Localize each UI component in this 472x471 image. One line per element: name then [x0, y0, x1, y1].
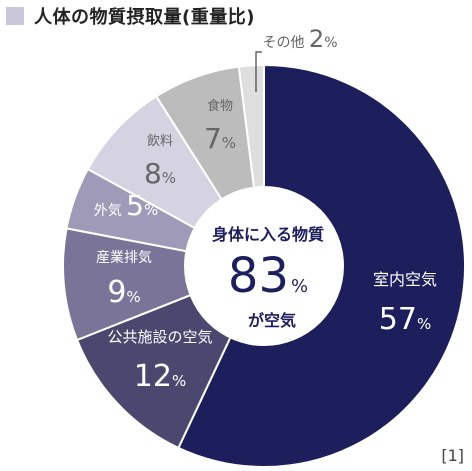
slice-label-name: 食物	[207, 98, 233, 114]
slice-label: その他 2%	[262, 25, 337, 53]
center-line3: が空気	[248, 311, 296, 330]
leader-line-group	[255, 51, 262, 92]
slice-label-name: 産業排気	[96, 250, 152, 266]
chart-title: 人体の物質摂取量(重量比)	[34, 7, 255, 28]
center-unit: %	[291, 276, 308, 297]
slice-label-name: 公共施設の空気	[107, 328, 212, 346]
slice-label-value: 57%	[379, 302, 431, 337]
center-value: 83	[228, 248, 289, 304]
pie-slice	[62, 227, 268, 342]
slice-label-name: 外気	[94, 203, 126, 219]
slice-label-value: 7%	[204, 122, 236, 155]
slice-label-unit: %	[324, 35, 337, 51]
slice-labels-group: 室内空気 57% 公共施設の空気 12% 産業排気 9% 外気 5% 飲料 8% 食物 7% その他 …	[94, 25, 437, 394]
slice-label-unit: %	[144, 201, 158, 219]
title-marker	[6, 7, 24, 25]
center-line1: 身体に入る物質	[212, 225, 324, 244]
slice-label-name: 飲料	[147, 133, 173, 149]
slice-label-name: その他	[262, 35, 308, 51]
slice-label: 外気 5%	[94, 189, 159, 222]
reference-note: [1]	[441, 446, 464, 465]
slice-label-value: 8%	[144, 157, 176, 190]
slice-label-value: 12%	[134, 359, 186, 394]
slice-label-name: 室内空気	[373, 270, 437, 289]
slice-label-value: 5	[126, 189, 144, 222]
chart-header: 人体の物質摂取量(重量比)	[6, 4, 255, 28]
leader-line	[255, 51, 262, 92]
slice-label-value: 2	[309, 25, 324, 53]
center-hole	[184, 186, 344, 346]
slice-label-value: 9%	[107, 275, 140, 310]
center-value-line: 83%	[228, 248, 308, 304]
